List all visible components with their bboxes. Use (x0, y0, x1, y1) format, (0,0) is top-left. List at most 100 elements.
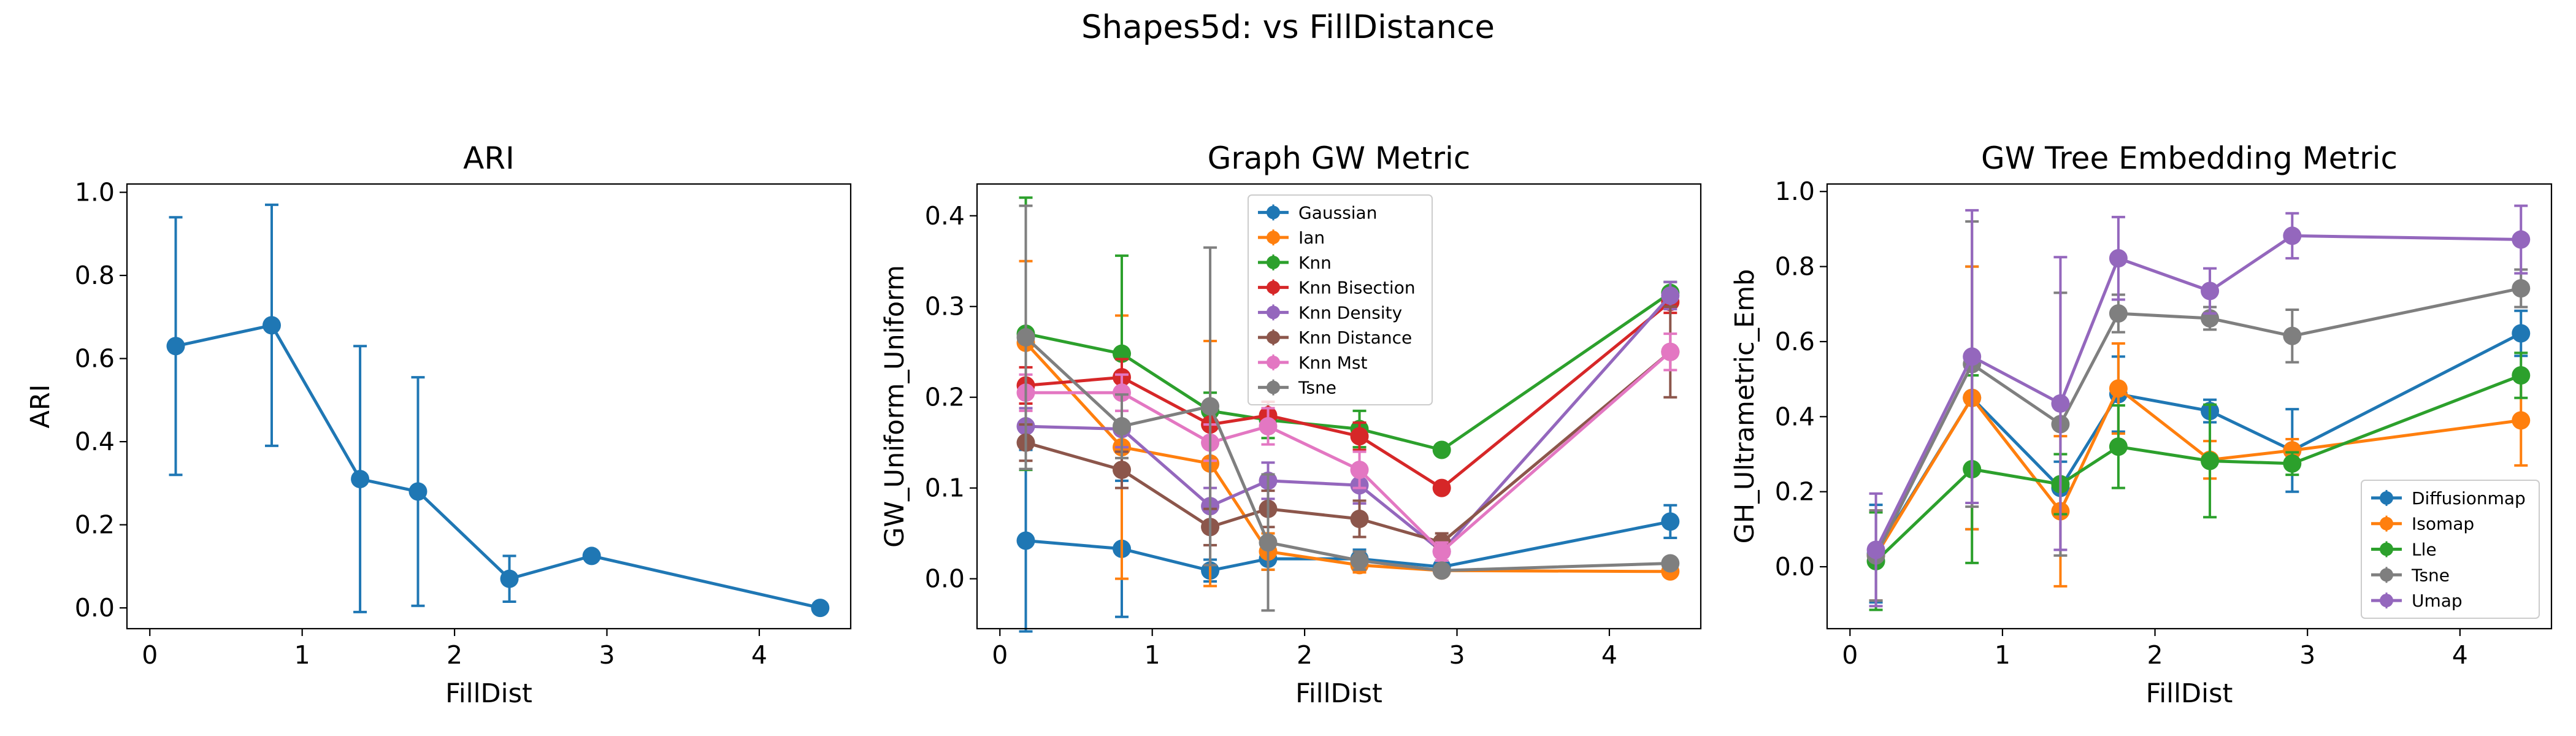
y-tick-label: 0.0 (925, 564, 965, 594)
y-tick-label: 0.8 (75, 261, 115, 290)
legend-item: Tsne (2371, 565, 2450, 585)
data-point (1350, 509, 1369, 528)
legend-label: Knn Mst (1298, 353, 1368, 373)
x-tick-label: 0 (992, 640, 1008, 670)
data-point (1661, 286, 1680, 305)
legend-swatch-marker (1267, 380, 1280, 394)
legend-swatch-marker (2380, 491, 2393, 505)
data-point (2109, 379, 2128, 398)
y-tick-label: 0.0 (1775, 552, 1815, 581)
data-point (1866, 540, 1885, 559)
legend-label: Gaussian (1298, 202, 1377, 223)
data-point (1963, 347, 1982, 366)
y-tick-label: 1.0 (75, 178, 115, 207)
y-tick-label: 0.4 (1775, 402, 1815, 431)
legend-label: Knn Distance (1298, 328, 1412, 348)
x-tick-label: 1 (294, 640, 310, 670)
legend-label: Tsne (2411, 565, 2450, 585)
y-tick-label: 0.4 (925, 201, 965, 231)
chart-panel-2: Graph GW Metric 0 1 2 3 4 0.0 0.1 0.2 0.3 0.4 FillD… (880, 140, 1702, 709)
data-point (166, 337, 185, 356)
data-point (1661, 554, 1680, 573)
legend-swatch-marker (1267, 231, 1280, 245)
data-point (2109, 249, 2128, 268)
legend-box (1248, 194, 1433, 405)
data-point (1201, 397, 1220, 416)
data-point (1016, 531, 1035, 550)
legend-label: Lle (2412, 540, 2437, 560)
data-point (2283, 441, 2302, 460)
series-tsne (1016, 204, 1680, 612)
legend-label: Isomap (2412, 514, 2474, 534)
x-tick-label: 0 (1842, 640, 1858, 670)
chart-title: GW Tree Embedding Metric (1981, 140, 2398, 176)
data-point (1259, 417, 1278, 436)
data-point (582, 546, 601, 565)
y-tick-label: 0.6 (75, 344, 115, 374)
legend-label: Knn Bisection (1298, 278, 1416, 298)
data-point (263, 316, 281, 335)
x-tick-label: 3 (599, 640, 615, 670)
legend-item: Knn Density (1258, 302, 1402, 323)
x-tick-label: 3 (1449, 640, 1465, 670)
y-tick-label: 0.0 (75, 593, 115, 623)
legend-swatch-marker (2380, 594, 2393, 608)
data-point (1432, 561, 1451, 580)
data-point (2051, 394, 2070, 413)
series-1 (166, 203, 830, 618)
x-tick-label: 4 (751, 640, 767, 670)
legend-swatch-marker (2380, 568, 2393, 582)
legend-label: Diffusionmap (2412, 488, 2526, 508)
legend-item: Tsne (1258, 378, 1336, 398)
legend-box (2361, 480, 2540, 619)
legend-item: Knn Distance (1258, 328, 1412, 348)
data-point (2283, 454, 2302, 473)
legend: Gaussian Ian Knn Knn Bisection Knn Density Kn… (1248, 194, 1433, 405)
data-point (2512, 279, 2531, 298)
data-point (1350, 551, 1369, 570)
y-tick-label: 0.3 (925, 292, 965, 321)
y-tick-label: 0.2 (925, 383, 965, 412)
y-axis-label: GH_Ultrametric_Emb (1730, 269, 1760, 544)
data-point (2512, 230, 2531, 249)
x-tick-label: 3 (2299, 640, 2315, 670)
data-point (1113, 417, 1131, 436)
y-tick-label: 0.1 (925, 473, 965, 503)
data-point (2109, 437, 2128, 456)
x-tick-label: 2 (1297, 640, 1313, 670)
axes-frame (976, 183, 1702, 630)
y-axis-label: GW_Uniform_Uniform (880, 265, 910, 548)
y-tick-label: 0.2 (1775, 477, 1815, 507)
data-point (1259, 533, 1278, 552)
legend-label: Umap (2412, 591, 2463, 611)
legend-label: Ian (1298, 228, 1325, 248)
axes-frame (1826, 183, 2553, 630)
figure-title: Shapes5d: vs FillDistance (1081, 9, 1495, 46)
y-tick-label: 0.2 (75, 510, 115, 540)
legend-item: Isomap (2371, 514, 2474, 534)
legend-item: Knn Mst (1258, 353, 1368, 373)
data-point (2283, 326, 2302, 345)
x-tick-label: 1 (1144, 640, 1160, 670)
data-point (500, 569, 519, 588)
x-axis-label: FillDist (1295, 678, 1382, 709)
data-point (1432, 542, 1451, 561)
data-point (1016, 328, 1035, 347)
x-axis-label: FillDist (2146, 678, 2233, 709)
data-point (2512, 324, 2531, 343)
axes-frame (126, 183, 852, 630)
x-tick-label: 2 (2147, 640, 2163, 670)
y-tick-label: 0.8 (1775, 252, 1815, 282)
data-point (2512, 366, 2531, 385)
y-tick-label: 1.0 (1775, 177, 1815, 206)
chart-panel-1: ARI 0 1 2 3 4 0.0 0.2 0.4 0.6 0.8 1.0 FillDist ARI (25, 140, 852, 709)
data-point (1113, 383, 1131, 402)
legend-item: Gaussian (1258, 202, 1377, 223)
legend-swatch-marker (2380, 542, 2393, 556)
data-point (1350, 461, 1369, 480)
data-point (1432, 478, 1451, 497)
y-tick-label: 0.6 (1775, 327, 1815, 356)
data-point (2512, 411, 2531, 430)
legend: Diffusionmap Isomap Lle Tsne Umap (2361, 480, 2540, 619)
